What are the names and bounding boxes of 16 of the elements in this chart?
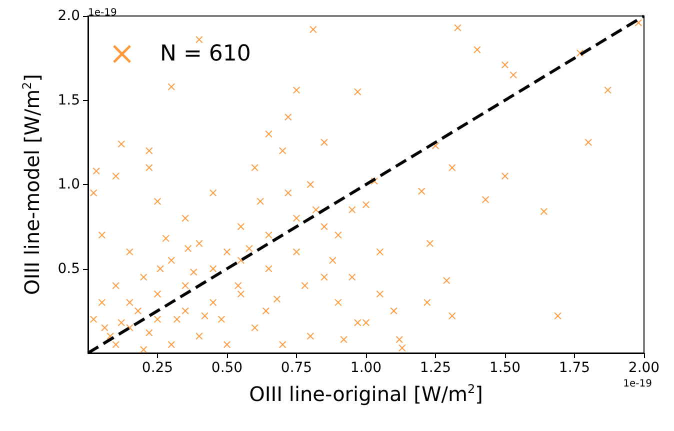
x-tick-label: 0.75: [280, 360, 312, 376]
y-tick-label: 2.0: [58, 8, 80, 24]
x-tick-label: 1.75: [558, 360, 590, 376]
x-tick-label: 0.25: [142, 360, 174, 376]
y-tick-label: 1.5: [58, 92, 80, 108]
x-tick-label: 1.00: [350, 360, 382, 376]
text: 1e-19: [623, 378, 652, 390]
x-tick-label: 1.50: [489, 360, 521, 376]
x-tick-label: 0.50: [211, 360, 243, 376]
x-tick-label: 2.00: [628, 360, 660, 376]
y-tick-label: 0.5: [58, 260, 80, 277]
y-axis-title: OIII line-model [W/m2]: [20, 74, 44, 295]
legend-label: N = 610: [160, 42, 251, 66]
annotation: 1e-19: [88, 8, 117, 18]
y-tick-label: 1.0: [58, 176, 80, 192]
x-tick-label: 1.25: [420, 360, 452, 376]
